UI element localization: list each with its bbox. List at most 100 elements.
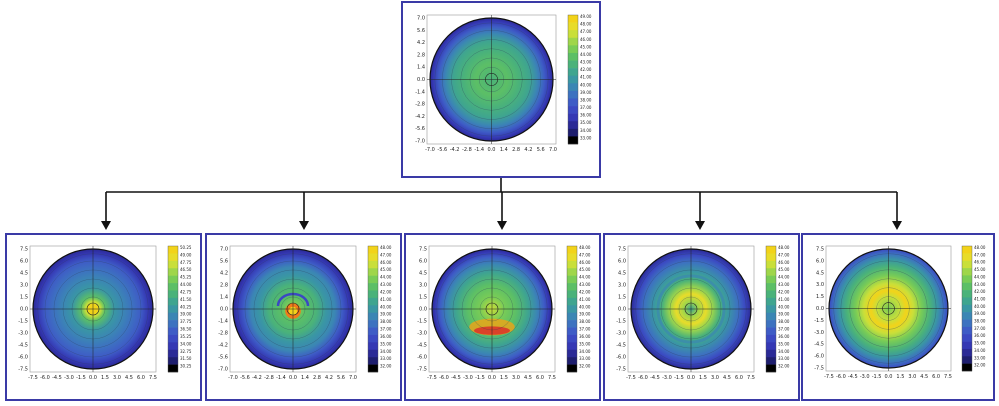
x-tick-label: 4.2 xyxy=(325,375,333,381)
x-tick-label: 3.0 xyxy=(711,375,719,381)
colorbar-label: 43.00 xyxy=(380,282,392,287)
x-tick-label: -6.0 xyxy=(40,375,50,381)
colorbar-swatch xyxy=(368,327,378,336)
x-tick-label: -4.5 xyxy=(451,375,461,381)
colorbar-swatch xyxy=(168,268,178,276)
x-tick-label: -7.5 xyxy=(626,375,636,381)
y-tick-label: -6.0 xyxy=(417,355,427,361)
y-tick-label: -1.5 xyxy=(417,319,427,325)
colorbar-label: 34.00 xyxy=(579,349,591,354)
x-tick-label: 0.0 xyxy=(89,375,97,381)
colorbar-label: 40.00 xyxy=(579,304,591,309)
colorbar-label: 44.00 xyxy=(580,52,592,57)
colorbar-swatch xyxy=(567,312,577,321)
colorbar-label: 33.00 xyxy=(380,356,392,361)
topography-figure: -7.5 -6.0 -4.5 -3.0 -1.5 0.0 1.5 3.0 4.5 6.0 7.57.… xyxy=(616,245,790,381)
colorbar-swatch xyxy=(766,320,776,328)
y-tick-label: -6.0 xyxy=(814,354,824,360)
x-tick-label: -7.5 xyxy=(28,375,38,381)
map-root: -7.0 -5.6 -4.2 -2.8 -1.4 0.0 1.4 2.8 4.2 5.6 7.0 7.… xyxy=(401,1,601,178)
colorbar-swatch xyxy=(766,349,776,358)
colorbar-label: 46.00 xyxy=(580,37,592,42)
y-tick-label: 6.0 xyxy=(20,259,28,265)
colorbar-swatch xyxy=(962,341,972,350)
colorbar-swatch xyxy=(568,52,578,61)
x-tick-label: 7.5 xyxy=(944,374,952,380)
colorbar-swatch xyxy=(368,275,378,284)
y-tick-label: 7.0 xyxy=(220,247,228,253)
colorbar-label: 44.00 xyxy=(974,274,986,279)
x-tick-label: -1.5 xyxy=(76,375,86,381)
colorbar-swatch xyxy=(962,297,972,306)
colorbar-swatch xyxy=(568,83,578,92)
x-tick-label: 1.4 xyxy=(301,375,309,381)
colorbar-label: 40.00 xyxy=(580,82,592,87)
x-tick-label: -1.4 xyxy=(276,375,286,381)
colorbar-label: 46.50 xyxy=(180,267,192,272)
y-tick-label: -4.2 xyxy=(218,343,228,349)
center-marker xyxy=(286,302,300,316)
colorbar-label: 40.00 xyxy=(974,304,986,309)
colorbar-swatch xyxy=(568,37,578,46)
colorbar-label: 36.00 xyxy=(380,334,392,339)
colorbar-swatch xyxy=(567,305,577,314)
connector-branch-1 xyxy=(101,192,111,230)
x-tick-label: 2.8 xyxy=(313,375,321,381)
x-tick-label: -1.4 xyxy=(474,147,484,153)
colorbar-swatch xyxy=(368,268,378,276)
colorbar-swatch xyxy=(962,304,972,313)
y-tick-label: -6.0 xyxy=(18,355,28,361)
colorbar-label: 47.00 xyxy=(580,29,592,34)
y-tick-label: 7.5 xyxy=(618,247,626,253)
x-tick-label: 3.0 xyxy=(113,375,121,381)
x-tick-label: -7.5 xyxy=(427,375,437,381)
colorbar-swatch xyxy=(168,320,178,328)
y-tick-label: 1.5 xyxy=(816,294,824,300)
x-tick-label: -2.8 xyxy=(462,147,472,153)
y-tick-label: 4.5 xyxy=(419,271,427,277)
colorbar-label: 32.00 xyxy=(579,364,591,369)
colorbar-label: 46.00 xyxy=(778,260,790,265)
y-tick-label: -7.0 xyxy=(218,367,228,373)
colorbar-label: 41.00 xyxy=(380,297,392,302)
colorbar-label: 48.00 xyxy=(974,245,986,250)
colorbar-swatch xyxy=(962,282,972,291)
colorbar-swatch xyxy=(568,45,578,54)
colorbar-label: 34.00 xyxy=(974,348,986,353)
colorbar-swatch xyxy=(766,260,776,269)
y-tick-label: 1.5 xyxy=(419,295,427,301)
colorbar-swatch xyxy=(168,364,178,373)
x-tick-label: 7.5 xyxy=(149,375,157,381)
y-tick-label: 0.0 xyxy=(618,307,626,313)
colorbar-label: 36.00 xyxy=(974,333,986,338)
topography-figure: -7.5 -6.0 -4.5 -3.0 -1.5 0.0 1.5 3.0 4.5 6.0 7.57.… xyxy=(417,245,591,381)
x-tick-label: 6.0 xyxy=(137,375,145,381)
map-child-3: -7.5 -6.0 -4.5 -3.0 -1.5 0.0 1.5 3.0 4.5 6.0 7.5 7.… xyxy=(404,233,601,401)
x-tick-label: 0.0 xyxy=(289,375,297,381)
topography-figure: -7.0 -5.6 -4.2 -2.8 -1.4 0.0 1.4 2.8 4.2 5.6 7.07.… xyxy=(218,245,392,381)
x-tick-label: 7.5 xyxy=(747,375,755,381)
x-tick-label: -6.0 xyxy=(439,375,449,381)
x-tick-label: -6.0 xyxy=(836,374,846,380)
colorbar-swatch xyxy=(567,260,577,269)
colorbar-label: 30.25 xyxy=(180,364,192,369)
colorbar-label: 42.00 xyxy=(579,289,591,294)
colorbar: 49.00 48.00 47.00 46.00 45.00 44.00 43.00 42.00… xyxy=(567,14,592,145)
colorbar-label: 41.00 xyxy=(580,75,592,80)
colorbar-label: 43.00 xyxy=(974,282,986,287)
colorbar-swatch xyxy=(168,334,178,343)
colorbar-swatch xyxy=(368,349,378,358)
colorbar-swatch xyxy=(766,268,776,276)
colorbar-label: 45.25 xyxy=(180,275,192,280)
y-tick-label: 3.0 xyxy=(20,283,28,289)
colorbar-label: 32.00 xyxy=(974,363,986,368)
colorbar-swatch xyxy=(568,90,578,99)
colorbar-label: 45.00 xyxy=(974,267,986,272)
colorbar-label: 45.00 xyxy=(579,267,591,272)
colorbar-swatch xyxy=(766,334,776,343)
colorbar-label: 47.75 xyxy=(180,260,192,265)
colorbar-label: 37.00 xyxy=(778,327,790,332)
colorbar-swatch xyxy=(962,290,972,298)
y-tick-label: -4.5 xyxy=(616,343,626,349)
x-tick-label: -2.8 xyxy=(264,375,274,381)
